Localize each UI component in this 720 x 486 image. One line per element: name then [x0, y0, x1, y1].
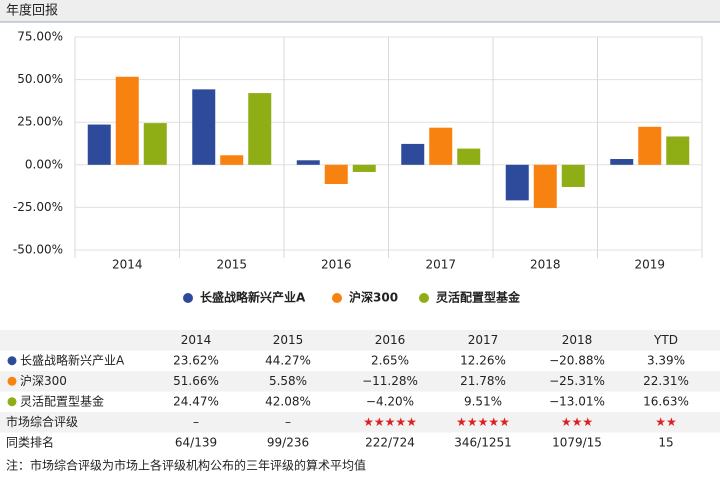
bar: [220, 155, 244, 165]
table-cell: −25.31%: [549, 374, 605, 388]
row-label: 沪深300: [20, 374, 67, 388]
legend-label: 沪深300: [349, 290, 398, 305]
table-cell: 9.51%: [464, 394, 502, 408]
bar: [87, 124, 111, 165]
bar: [296, 160, 320, 165]
table-row-bg: [0, 330, 720, 351]
table-cell: ★★★: [561, 415, 593, 429]
header-bar: [0, 0, 720, 22]
table-cell: 16.63%: [643, 394, 689, 408]
table-cell: 42.08%: [265, 394, 311, 408]
x-tick-label: 2019: [634, 258, 665, 272]
table-cell: 64/139: [175, 435, 217, 449]
table-cell: −11.28%: [362, 374, 418, 388]
table-cell: 23.62%: [173, 353, 219, 367]
bar: [352, 164, 376, 172]
table-cell: 15: [658, 435, 673, 449]
table-header: 2017: [468, 333, 499, 347]
legend-marker: [332, 293, 342, 303]
legend-label: 灵活配置型基金: [436, 290, 521, 305]
table-cell: 1079/15: [552, 435, 602, 449]
y-tick-label: -50.00%: [13, 243, 63, 257]
legend-marker: [183, 293, 193, 303]
table-row-bg: [0, 412, 720, 433]
x-tick-label: 2018: [530, 258, 561, 272]
bar: [192, 89, 216, 165]
bar: [143, 123, 167, 165]
y-tick-label: 50.00%: [17, 72, 63, 86]
table-header: 2016: [375, 333, 406, 347]
bar: [505, 164, 529, 201]
table-cell: –: [193, 415, 199, 429]
table-header: 2014: [181, 333, 212, 347]
bar: [457, 148, 481, 165]
x-tick-label: 2014: [112, 258, 143, 272]
bar: [115, 76, 139, 165]
header-title: 年度回报: [6, 3, 58, 19]
bar: [324, 164, 348, 185]
table-cell: −20.88%: [549, 353, 605, 367]
table-cell: 222/724: [365, 435, 415, 449]
table-header: YTD: [653, 333, 678, 347]
table-cell: 5.58%: [269, 374, 307, 388]
table-cell: −13.01%: [549, 394, 605, 408]
legend-label: 长盛战略新兴产业A: [200, 290, 306, 305]
bar: [248, 93, 272, 165]
row-label: 灵活配置型基金: [20, 393, 104, 408]
table-cell: ★★: [655, 415, 677, 429]
table-cell: 44.27%: [265, 353, 311, 367]
y-tick-label: -25.00%: [13, 200, 63, 214]
bar: [401, 143, 425, 165]
legend-marker: [419, 293, 429, 303]
y-tick-label: 25.00%: [17, 115, 63, 129]
table-note: 注：市场综合评级为市场上各评级机构公布的三年评级的算术平均值: [6, 458, 366, 473]
bar: [666, 136, 690, 165]
x-tick-label: 2017: [425, 258, 456, 272]
row-marker: [7, 356, 17, 366]
table-cell: 346/1251: [454, 435, 512, 449]
row-label: 市场综合评级: [6, 414, 78, 429]
bar: [610, 159, 634, 165]
row-marker: [7, 397, 17, 407]
table-cell: 21.78%: [460, 374, 506, 388]
bar: [561, 164, 585, 187]
row-label: 长盛战略新兴产业A: [20, 352, 125, 367]
table-cell: 3.39%: [647, 353, 685, 367]
table-cell: 22.31%: [643, 374, 689, 388]
table-header: 2018: [562, 333, 593, 347]
x-tick-label: 2016: [321, 258, 352, 272]
bar: [533, 164, 557, 208]
table-cell: −4.20%: [366, 394, 414, 408]
y-tick-label: 0.00%: [25, 157, 63, 171]
table-header: 2015: [273, 333, 304, 347]
row-label: 同类排名: [6, 434, 54, 449]
bar: [429, 127, 453, 165]
table-cell: 2.65%: [371, 353, 409, 367]
y-tick-label: 75.00%: [17, 30, 63, 44]
table-cell: –: [285, 415, 291, 429]
table-cell: 99/236: [267, 435, 309, 449]
table-cell: ★★★★★: [363, 415, 417, 429]
table-cell: 12.26%: [460, 353, 506, 367]
bar: [638, 126, 662, 165]
table-cell: 51.66%: [173, 374, 219, 388]
table-cell: ★★★★★: [456, 415, 510, 429]
table-cell: 24.47%: [173, 394, 219, 408]
table-row-bg: [0, 371, 720, 392]
row-marker: [7, 376, 17, 386]
x-tick-label: 2015: [216, 258, 247, 272]
